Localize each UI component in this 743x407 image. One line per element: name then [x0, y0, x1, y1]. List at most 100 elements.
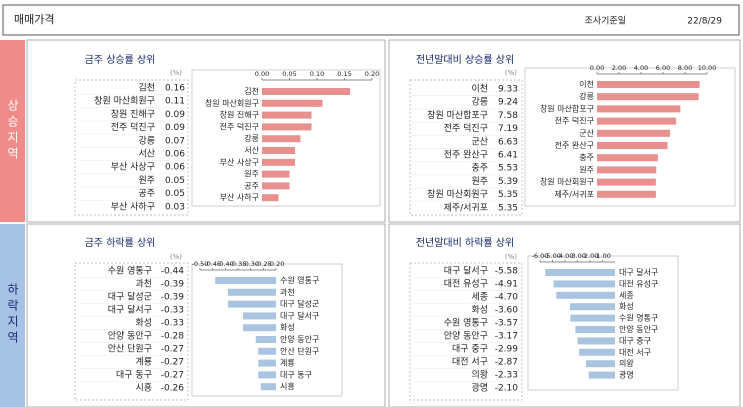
x-tick-label: -0.50 — [192, 260, 209, 268]
table-label: 대구 중구 — [452, 344, 488, 355]
table-value: 0.07 — [165, 136, 185, 146]
bar — [597, 190, 656, 198]
y-tick-label: 안산 단원구 — [280, 346, 319, 356]
date: 22/8/29 — [687, 17, 722, 27]
table-value: -0.39 — [161, 293, 185, 303]
bar — [597, 166, 657, 174]
bar — [545, 269, 615, 276]
table-label: 김천 — [138, 82, 155, 94]
x-tick-label: -0.45 — [204, 260, 221, 268]
bar — [588, 371, 615, 379]
y-tick-label: 시흥 — [280, 381, 295, 391]
bar — [262, 88, 350, 95]
table-label: 창원 마산합포구 — [427, 110, 488, 121]
bar — [262, 135, 301, 143]
bar — [597, 105, 681, 113]
y-tick-label: 김천 — [244, 86, 259, 96]
table-label: 전주 완산구 — [444, 150, 488, 161]
table-label: 원주 — [138, 175, 155, 186]
x-tick-label: 0.15 — [337, 70, 351, 78]
table-value: 0.16 — [165, 84, 185, 94]
x-tick-label: 0.10 — [310, 70, 324, 78]
table-value: 6.41 — [498, 151, 518, 161]
bar — [258, 359, 276, 367]
y-tick-label: 대구 달서구 — [619, 268, 658, 277]
x-tick-label: 0.20 — [365, 70, 379, 78]
table-value: -0.26 — [161, 384, 185, 394]
x-tick-label: 8.00 — [678, 64, 692, 72]
table-value: -0.27 — [161, 358, 184, 368]
table-value: -3.60 — [495, 306, 519, 316]
table-box — [409, 79, 523, 216]
table-label: 대구 달서구 — [108, 304, 152, 316]
table-value: -0.27 — [161, 345, 184, 355]
bar — [585, 360, 615, 368]
y-tick-label: 원주 — [579, 165, 594, 174]
bar — [262, 158, 295, 166]
y-tick-label: 광명 — [619, 370, 634, 380]
x-tick-label: -1.00 — [594, 252, 611, 260]
x-tick-label: 6.00 — [656, 64, 670, 72]
fall-strip — [0, 224, 25, 407]
x-tick-label: -6.00 — [532, 252, 549, 260]
y-tick-label: 대구 동구 — [280, 370, 312, 379]
table-box — [74, 262, 189, 401]
table-value: 9.24 — [498, 98, 518, 108]
table-value: 0.06 — [165, 150, 185, 160]
table-label: 계룡 — [135, 356, 152, 368]
unit: (%) — [170, 69, 182, 77]
y-tick-label: 화성 — [619, 302, 634, 311]
table-value: -3.17 — [495, 332, 518, 342]
x-tick-label: -0.40 — [217, 260, 234, 268]
bar — [575, 326, 615, 333]
table-value: 0.05 — [165, 176, 185, 186]
bar — [262, 111, 312, 119]
table-label: 수원 영통구 — [108, 266, 152, 277]
table-label: 전주 덕진구 — [444, 123, 488, 134]
table-value: -2.87 — [495, 358, 518, 368]
chart-frame — [191, 69, 381, 207]
date-label: 조사기준일 — [585, 16, 626, 27]
y-tick-label: 안양 동안구 — [619, 324, 658, 334]
x-tick-label: 0.00 — [255, 70, 269, 78]
table-value: -4.91 — [495, 280, 518, 290]
y-tick-label: 의왕 — [619, 358, 634, 368]
table-label: 안양 동안구 — [444, 331, 488, 342]
section-label: 상승지역 — [6, 99, 20, 163]
bar — [227, 300, 276, 308]
table-value: -0.28 — [161, 332, 185, 342]
y-tick-label: 창원 마산합포구 — [540, 103, 594, 113]
y-tick-label: 과천 — [280, 287, 295, 297]
table-value: 0.05 — [165, 189, 185, 199]
table-value: 7.58 — [498, 111, 518, 121]
bar — [262, 182, 290, 190]
y-tick-label: 전주 완산구 — [555, 140, 594, 150]
y-tick-label: 안양 동안구 — [280, 334, 319, 344]
table-label: 대구 달서구 — [444, 265, 488, 277]
table-value: -0.39 — [161, 280, 185, 290]
table-label: 수원 영통구 — [444, 318, 488, 329]
table-value: -0.33 — [161, 319, 184, 329]
x-tick-label: -0.35 — [230, 260, 247, 268]
bar — [577, 337, 615, 345]
y-tick-label: 부산 사상구 — [220, 157, 259, 167]
x-tick-label: 4.00 — [634, 64, 648, 72]
x-tick-label: 0.00 — [590, 64, 604, 72]
y-tick-label: 군산 — [579, 128, 594, 138]
bar — [255, 336, 276, 343]
bar — [597, 93, 699, 101]
bar — [262, 123, 312, 131]
y-tick-label: 원주 — [244, 170, 259, 179]
chart-title: 전년말대비 상승률 상위 — [416, 53, 514, 66]
table-value: 6.63 — [498, 137, 518, 147]
x-tick-label: -4.00 — [557, 252, 574, 260]
y-tick-label: 제주/서귀포 — [555, 189, 595, 199]
table-value: -0.44 — [161, 267, 185, 277]
table-value: 5.35 — [498, 190, 518, 200]
x-tick-label: 10.00 — [698, 64, 717, 72]
y-tick-label: 공주 — [244, 181, 259, 190]
table-label: 창원 마산회원구 — [427, 189, 488, 200]
table-label: 세종 — [471, 292, 488, 303]
table-label: 대구 달성군 — [108, 291, 152, 303]
